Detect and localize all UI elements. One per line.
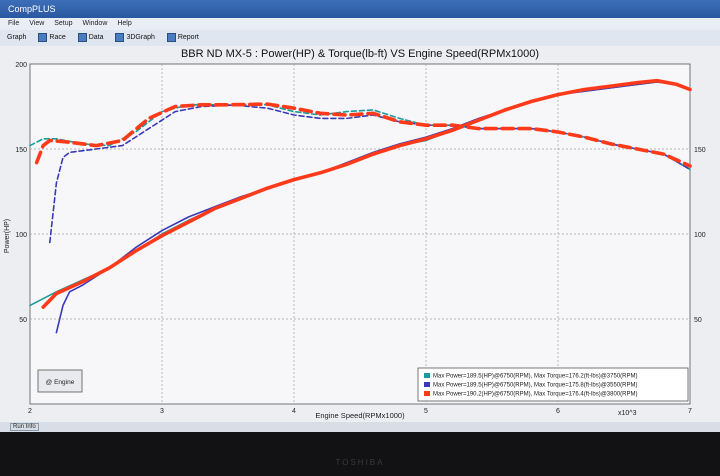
race-tab-label: Race (49, 34, 66, 41)
data-tab-label: Data (88, 34, 104, 41)
graph-tab-button[interactable]: Graph (4, 30, 29, 46)
window-title: CompPLUS (8, 4, 56, 14)
legend-swatch (424, 373, 430, 378)
torque-curve (34, 102, 692, 168)
menu-setup[interactable]: Setup (54, 20, 73, 27)
dyno-chart-panel: BBR ND MX-5 : Power(HP) & Torque(lb-ft) … (0, 46, 720, 422)
monitor-bezel (0, 432, 720, 476)
legend-entry: Max Power=190.2(HP)@6750(RPM), Max Torqu… (433, 392, 637, 398)
power-curve (41, 78, 692, 309)
data-icon (77, 32, 87, 42)
legend-swatch (424, 391, 430, 396)
x-multiplier-label: x10^3 (618, 410, 637, 417)
3dgraph-tab-label: 3DGraph (126, 34, 155, 41)
race-tab-button[interactable]: Race (35, 30, 68, 46)
engine-button[interactable]: @ Engine (37, 369, 83, 393)
data-tab-button[interactable]: Data (75, 30, 107, 46)
report-tab-label: Report (177, 34, 199, 41)
report-icon (166, 32, 176, 42)
menu-bar: File View Setup Window Help (0, 18, 720, 30)
graph-tab-label: Graph (7, 34, 27, 41)
chart-legend: Max Power=189.5(HP)@6750(RPM), Max Torqu… (417, 367, 689, 402)
menu-window[interactable]: Window (82, 20, 108, 27)
3dgraph-tab-button[interactable]: 3DGraph (112, 30, 157, 46)
window-titlebar: CompPLUS (0, 0, 720, 18)
y-tick-label-left: 150 (15, 147, 27, 154)
x-tick-label: 2 (28, 408, 32, 415)
legend-swatch (424, 382, 430, 387)
y-tick-label-left: 100 (15, 232, 27, 239)
y-tick-label-left: 200 (15, 62, 27, 69)
x-tick-label: 6 (556, 408, 560, 415)
x-tick-label: 3 (160, 408, 164, 415)
toolbar: Graph Race Data 3DGraph Report (0, 30, 720, 47)
chart-title: BBR ND MX-5 : Power(HP) & Torque(lb-ft) … (181, 48, 539, 60)
dyno-chart: BBR ND MX-5 : Power(HP) & Torque(lb-ft) … (0, 46, 720, 422)
x-tick-label: 5 (424, 408, 428, 415)
x-tick-label: 4 (292, 408, 296, 415)
legend-entry: Max Power=189.5(HP)@6750(RPM), Max Torqu… (433, 374, 637, 380)
y-tick-label-left: 50 (19, 317, 27, 324)
y-tick-label-right: 150 (694, 147, 706, 154)
y-axis-label: Power(HP) (4, 219, 11, 253)
3dgraph-icon (115, 32, 125, 42)
x-axis-label: Engine Speed(RPMx1000) (315, 411, 405, 420)
x-tick-label: 7 (688, 408, 692, 415)
engine-button-label: @ Engine (46, 379, 75, 386)
torque-curve (48, 104, 691, 244)
menu-file[interactable]: File (8, 20, 20, 27)
legend-entry: Max Power=189.5(HP)@6750(RPM), Max Torqu… (433, 383, 637, 389)
race-icon (38, 32, 48, 42)
run-info-tab[interactable]: Run Info (10, 423, 39, 431)
report-tab-button[interactable]: Report (164, 30, 202, 46)
y-tick-label-right: 100 (694, 232, 706, 239)
menu-help[interactable]: Help (117, 20, 132, 27)
status-bar: Run Info (0, 422, 720, 432)
menu-view[interactable]: View (29, 20, 45, 27)
y-tick-label-right: 50 (694, 317, 702, 324)
monitor-brand: TOSHIBA (335, 458, 385, 467)
